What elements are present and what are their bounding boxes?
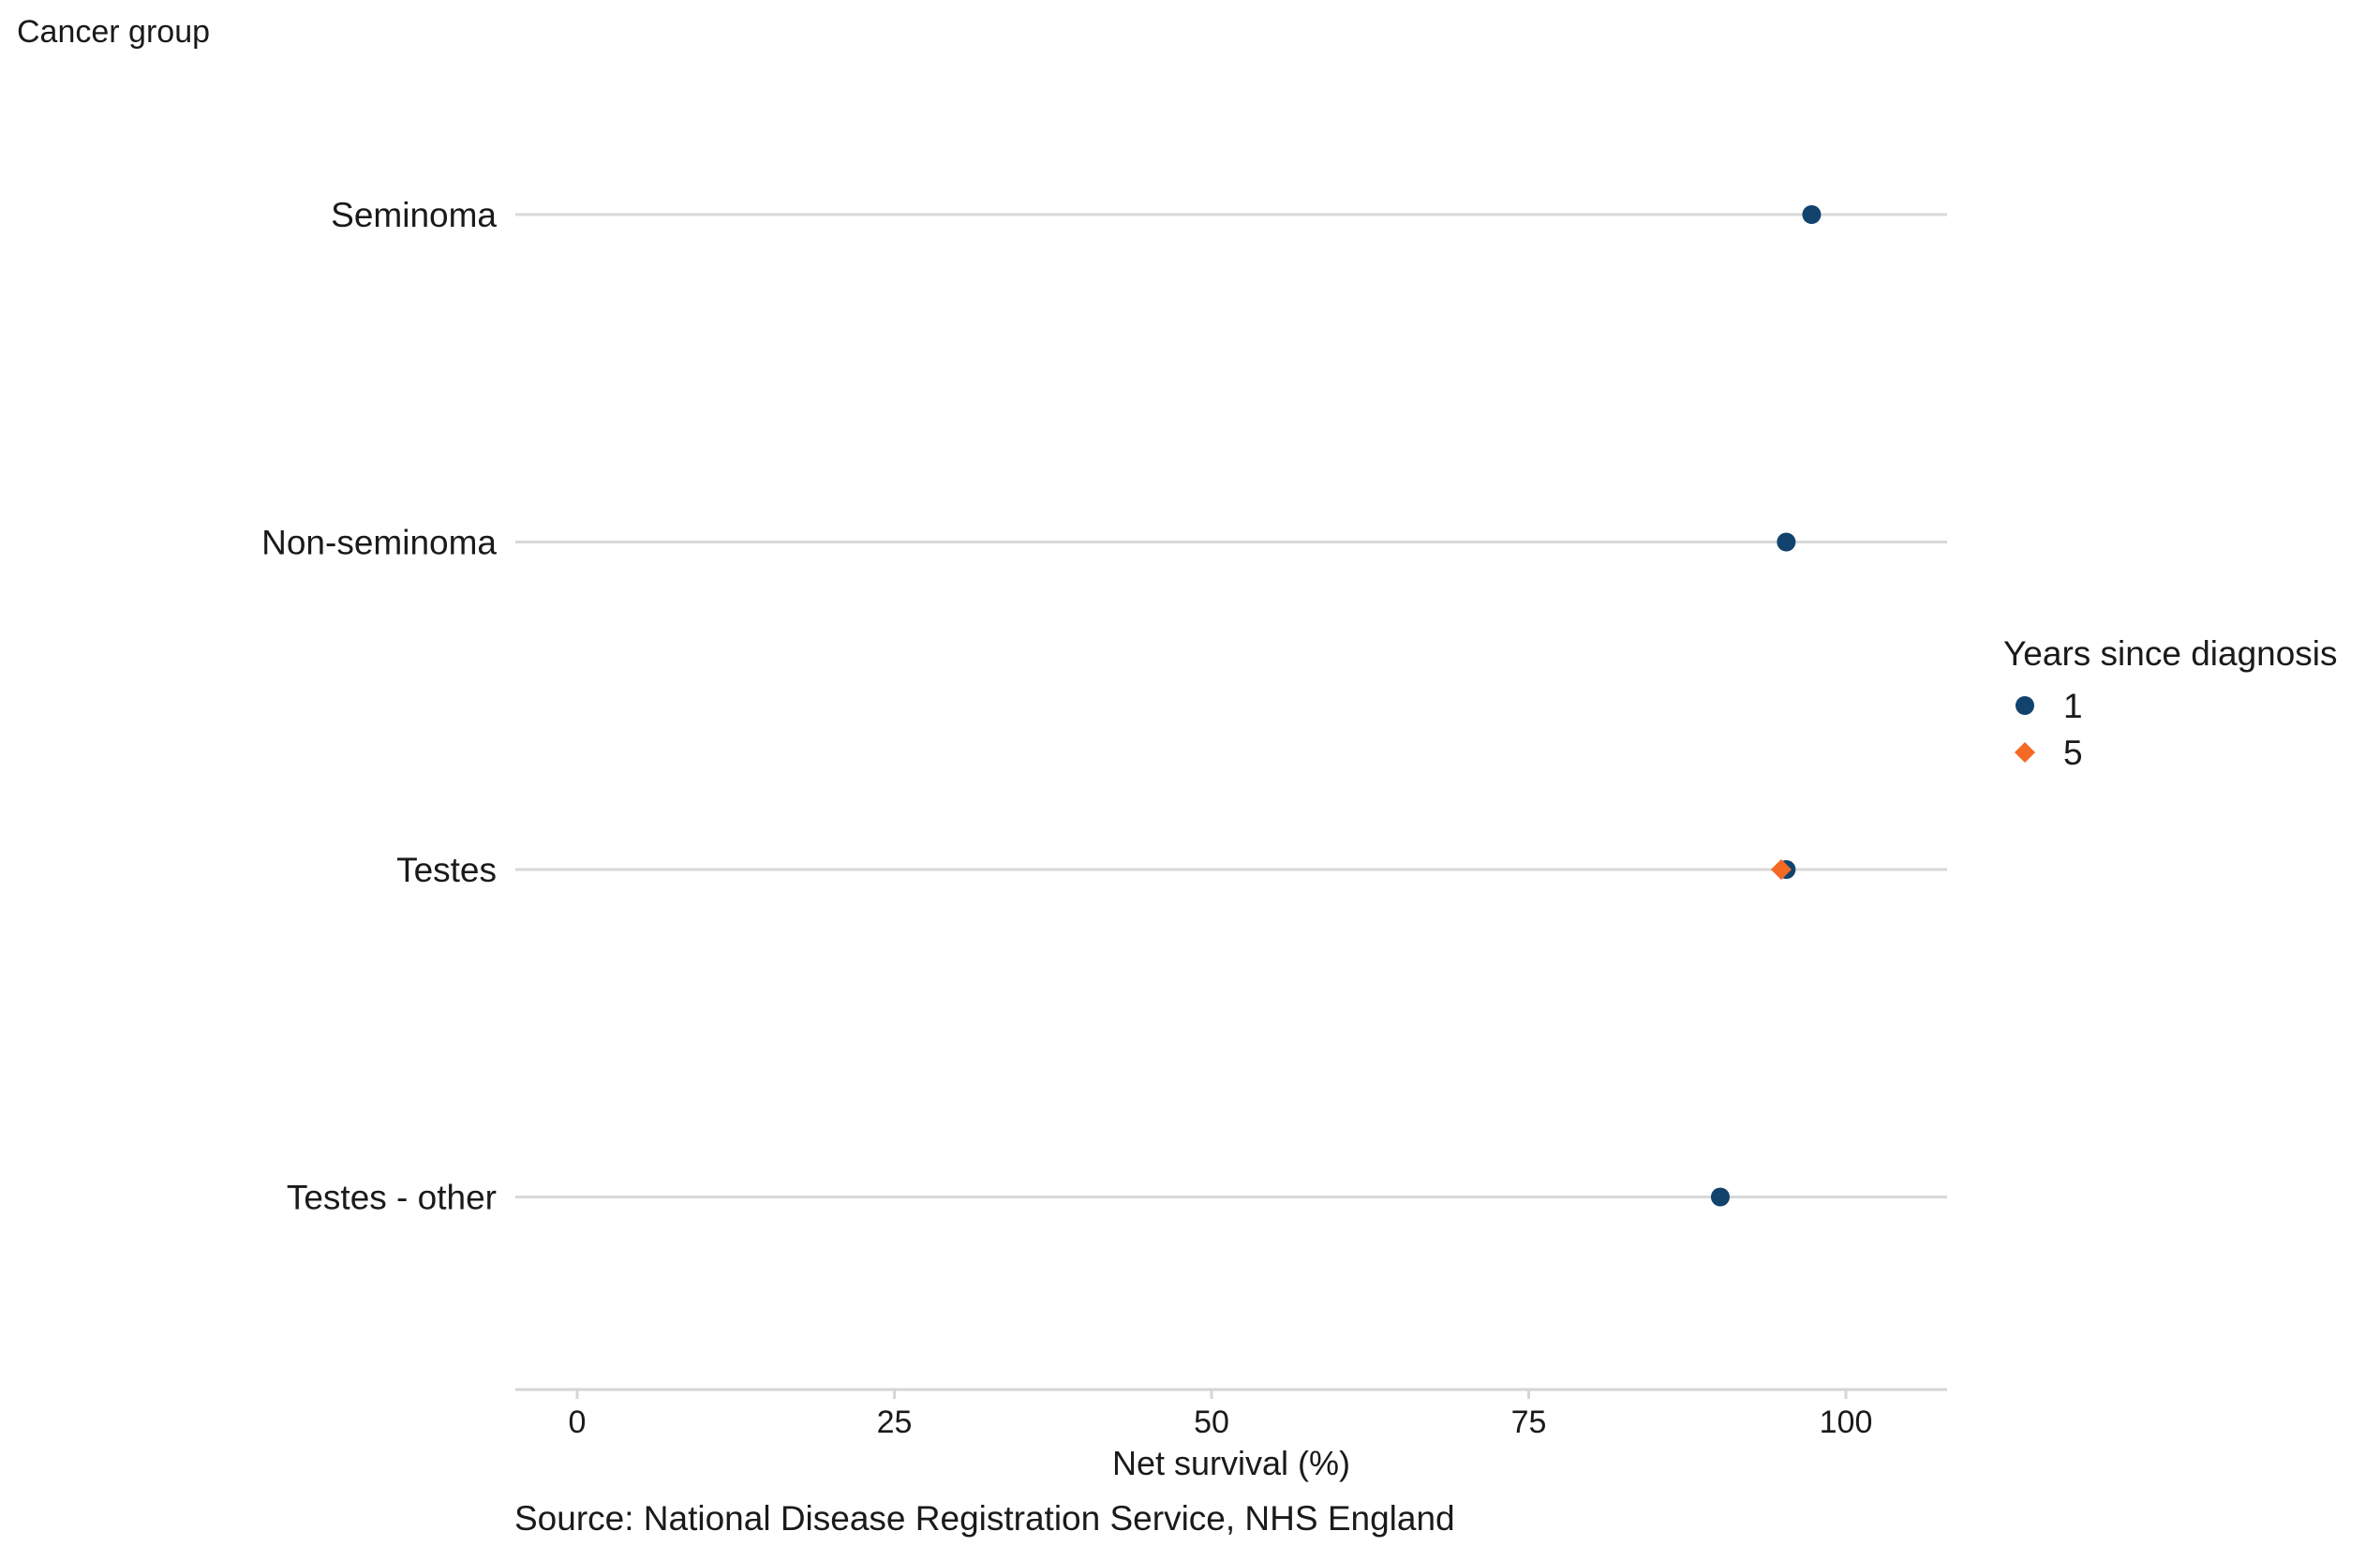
x-axis-title: Net survival (%) <box>1112 1444 1350 1482</box>
category-label-testes-other: Testes - other <box>287 1179 497 1217</box>
x-tick-label-50: 50 <box>1194 1405 1229 1440</box>
legend-title: Years since diagnosis <box>2003 634 2338 673</box>
legend-marker-year-5 <box>2015 742 2035 763</box>
category-labels: Seminoma Non-seminoma Testes Testes - other <box>261 196 497 1217</box>
x-tick-label-100: 100 <box>1820 1405 1873 1440</box>
legend-marker-year-1 <box>2016 696 2034 715</box>
category-label-testes: Testes <box>396 851 497 889</box>
category-label-non-seminoma: Non-seminoma <box>261 524 497 562</box>
x-tick-label-0: 0 <box>569 1405 587 1440</box>
category-gridlines <box>515 213 1947 1198</box>
point-seminoma-year-1 <box>1802 205 1822 224</box>
x-tick-label-25: 25 <box>877 1405 913 1440</box>
legend-items: 15 <box>2015 687 2083 772</box>
legend-label-year-5: 5 <box>2063 734 2083 772</box>
point-testes-other-year-1 <box>1710 1187 1730 1207</box>
point-testes-year-5 <box>1770 859 1792 880</box>
data-points <box>1710 205 1822 1207</box>
y-axis-title: Cancer group <box>17 14 210 50</box>
legend-label-year-1: 1 <box>2063 687 2083 725</box>
category-label-seminoma: Seminoma <box>331 196 497 234</box>
legend: Years since diagnosis 15 <box>2003 634 2338 772</box>
x-tick-label-75: 75 <box>1511 1405 1547 1440</box>
source-note: Source: National Disease Registration Se… <box>514 1499 1455 1538</box>
x-axis-ticks: 0 25 50 75 100 <box>569 1390 1873 1440</box>
point-non-seminoma-year-1 <box>1777 532 1796 552</box>
